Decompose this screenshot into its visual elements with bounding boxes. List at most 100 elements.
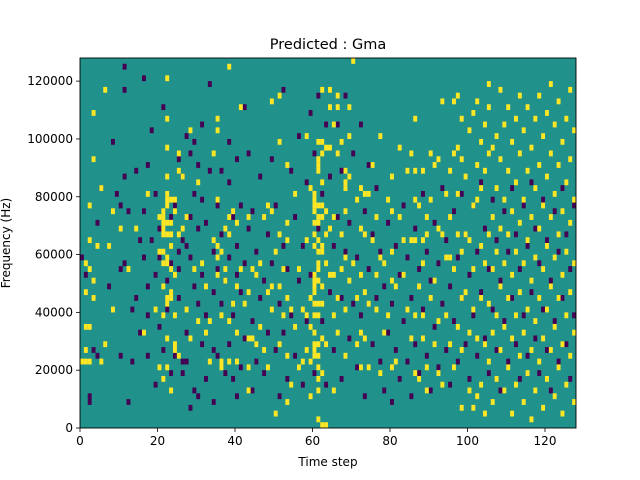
heatmap-cell-high: [514, 312, 518, 319]
heatmap-cell-low: [424, 352, 429, 359]
heatmap-cell-high: [173, 271, 177, 278]
heatmap-cell-low: [455, 254, 460, 261]
heatmap-cell-low: [235, 243, 239, 249]
heatmap-cell-high: [165, 75, 170, 82]
heatmap-cell-high: [374, 271, 379, 278]
heatmap-cell-high: [231, 208, 236, 215]
heatmap-cell-low: [281, 329, 286, 336]
heatmap-cell-low: [258, 295, 263, 301]
heatmap-cell-low: [471, 312, 476, 319]
heatmap-cell-high: [142, 329, 146, 336]
chart-title: Predicted : Gma: [270, 37, 386, 53]
heatmap-cell-low: [126, 399, 131, 405]
heatmap-cell-high: [320, 300, 325, 307]
heatmap-cell-high: [204, 329, 208, 336]
x-tick-label: 100: [456, 434, 479, 448]
heatmap-cell-high: [277, 231, 282, 238]
heatmap-cell-high: [463, 173, 468, 180]
y-tick-label: 120000: [27, 74, 73, 88]
heatmap-cell-high: [219, 358, 224, 365]
heatmap-cell-low: [192, 190, 197, 197]
heatmap-cell-high: [506, 167, 511, 174]
heatmap-cell-high: [231, 300, 236, 307]
heatmap-cell-low: [320, 190, 325, 197]
heatmap-cell-high: [173, 312, 177, 319]
heatmap-cell-high: [165, 219, 170, 226]
heatmap-cell-high: [316, 352, 321, 359]
heatmap-cell-high: [479, 185, 484, 192]
heatmap-cell-high: [103, 341, 108, 348]
heatmap-cell-high: [91, 277, 96, 284]
heatmap-cell-high: [312, 190, 317, 197]
heatmap-cell-low: [308, 110, 313, 116]
heatmap-cell-high: [285, 162, 290, 168]
heatmap-cell-low: [87, 399, 92, 405]
heatmap-cell-low: [455, 358, 460, 365]
heatmap-cell-high: [184, 214, 189, 220]
heatmap-cell-high: [362, 231, 367, 238]
heatmap-cell-high: [238, 266, 243, 272]
heatmap-cell-high: [316, 300, 321, 307]
heatmap-cell-high: [483, 121, 487, 128]
heatmap-cell-high: [467, 329, 472, 336]
heatmap-cell-high: [444, 190, 449, 197]
heatmap-cell-high: [258, 323, 263, 330]
heatmap-cell-low: [324, 121, 329, 128]
heatmap-cell-high: [312, 341, 317, 348]
heatmap-cell-high: [324, 422, 329, 429]
heatmap-background: [80, 58, 576, 428]
heatmap-cell-high: [448, 341, 453, 348]
heatmap-cell-low: [238, 289, 243, 296]
heatmap-cell-high: [390, 248, 394, 255]
heatmap-cell-high: [537, 92, 542, 99]
heatmap-cell-high: [219, 248, 224, 255]
heatmap-cell-high: [390, 364, 394, 371]
heatmap-cell-high: [161, 225, 166, 232]
heatmap-cell-high: [405, 306, 410, 313]
heatmap-cell-low: [467, 375, 472, 382]
heatmap-cell-high: [219, 364, 224, 371]
heatmap-cell-low: [521, 202, 526, 209]
heatmap-cell-high: [235, 219, 239, 226]
heatmap-cell-low: [374, 295, 379, 301]
heatmap-cell-high: [262, 214, 267, 220]
heatmap-cell-low: [409, 295, 414, 301]
heatmap-cell-high: [424, 364, 429, 371]
heatmap-cell-high: [312, 283, 317, 290]
heatmap-cell-high: [165, 295, 170, 301]
heatmap-cell-low: [215, 202, 220, 209]
heatmap-cell-high: [409, 237, 414, 244]
heatmap-cell-high: [343, 208, 348, 215]
heatmap-cell-high: [215, 271, 220, 278]
heatmap-cell-high: [246, 214, 251, 220]
heatmap-cell-high: [339, 231, 344, 238]
heatmap-cell-high: [111, 306, 115, 313]
heatmap-cell-low: [285, 375, 290, 382]
heatmap-cell-low: [91, 347, 96, 353]
x-tick-label: 120: [534, 434, 557, 448]
heatmap-cell-low: [378, 358, 383, 365]
heatmap-cell-low: [405, 358, 410, 365]
heatmap-cell-low: [281, 86, 286, 93]
heatmap-cell-low: [463, 341, 468, 348]
heatmap-cell-high: [568, 86, 573, 93]
heatmap-cell-high: [87, 323, 92, 330]
heatmap-cell-high: [459, 156, 464, 163]
heatmap-cell-high: [312, 243, 317, 249]
x-tick-label: 40: [227, 434, 242, 448]
heatmap-cell-low: [548, 387, 553, 394]
heatmap-cell-high: [533, 185, 538, 192]
heatmap-cell-high: [281, 266, 286, 272]
heatmap-cell-high: [502, 387, 507, 394]
heatmap-cell-high: [219, 312, 224, 319]
heatmap-cell-low: [169, 370, 174, 377]
heatmap-cell-high: [452, 98, 456, 105]
heatmap-cell-high: [165, 231, 170, 238]
heatmap-cell-high: [444, 254, 449, 261]
heatmap-cell-high: [506, 104, 511, 111]
heatmap-cell-low: [176, 266, 181, 272]
heatmap-cell-high: [479, 381, 484, 388]
heatmap-cell-high: [215, 127, 220, 134]
heatmap-cell-high: [339, 138, 344, 145]
heatmap-cell-high: [297, 364, 301, 371]
